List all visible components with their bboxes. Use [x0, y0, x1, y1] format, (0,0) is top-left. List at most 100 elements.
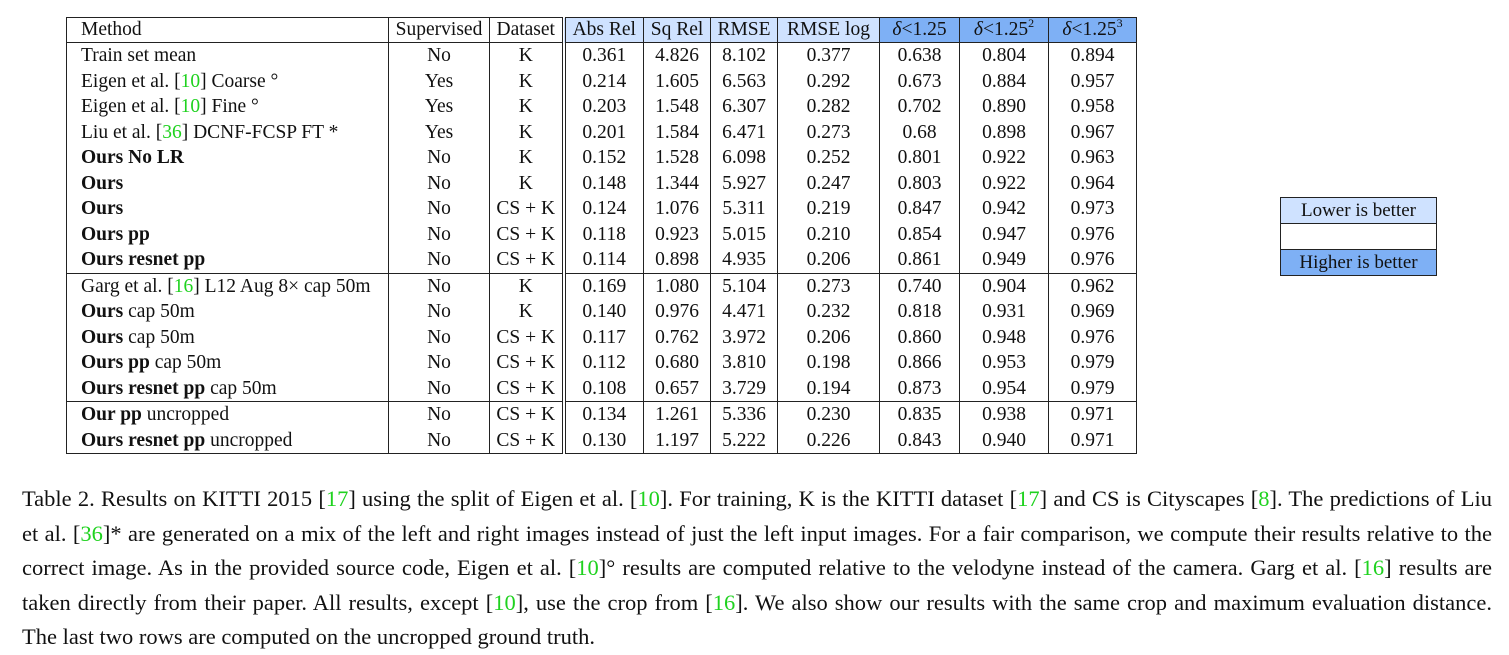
- d3-cell: 0.971: [1048, 427, 1137, 454]
- legend-higher-is-better: Higher is better: [1281, 250, 1436, 275]
- citation-link[interactable]: 8: [1258, 486, 1270, 511]
- supervised-cell: No: [388, 350, 490, 376]
- dataset-cell: CS + K: [489, 324, 564, 350]
- supervised-cell: No: [388, 324, 490, 350]
- rmse-log-cell: 0.198: [777, 350, 880, 376]
- d2-cell: 0.949: [959, 247, 1049, 273]
- d1-cell: 0.835: [879, 401, 960, 428]
- table-row: Ours pp No CS + K 0.118 0.923 5.015 0.210 0.854…: [66, 221, 1137, 247]
- citation-link[interactable]: 16: [173, 275, 194, 297]
- method-suffix: cap 50m: [123, 326, 195, 348]
- method-cell: Ours pp cap 50m: [66, 350, 389, 376]
- lt-symbol: <: [1071, 19, 1083, 41]
- d1-cell: 0.702: [879, 94, 960, 120]
- dataset-cell: K: [489, 119, 564, 145]
- sq-rel-cell: 1.548: [643, 94, 711, 120]
- method-name: Eigen et al. [: [81, 70, 181, 92]
- supervised-cell: No: [388, 427, 490, 454]
- d3-cell: 0.963: [1048, 145, 1137, 171]
- rmse-cell: 5.015: [710, 221, 778, 247]
- table-row: Ours No CS + K 0.124 1.076 5.311 0.219 0.847 0.9…: [66, 196, 1137, 222]
- dataset-cell: K: [489, 68, 564, 94]
- method-name-bold: Ours: [81, 172, 124, 194]
- abs-rel-cell: 0.112: [561, 350, 644, 376]
- sq-rel-cell: 0.976: [643, 299, 711, 325]
- rmse-cell: 6.098: [710, 145, 778, 171]
- d3-cell: 0.973: [1048, 196, 1137, 222]
- supervised-cell: No: [388, 170, 490, 196]
- d2-cell: 0.947: [959, 221, 1049, 247]
- abs-rel-cell: 0.152: [561, 145, 644, 171]
- supervised-cell: No: [388, 145, 490, 171]
- header-delta1: δ<1.25: [879, 17, 960, 43]
- d1-cell: 0.861: [879, 247, 960, 273]
- rmse-log-cell: 0.226: [777, 427, 880, 454]
- d2-cell: 0.884: [959, 68, 1049, 94]
- dataset-cell: K: [489, 299, 564, 325]
- citation-link[interactable]: 17: [1017, 486, 1040, 511]
- delta-symbol: δ: [1062, 19, 1072, 41]
- rmse-cell: 4.935: [710, 247, 778, 273]
- d3-cell: 0.971: [1048, 401, 1137, 428]
- citation-link[interactable]: 10: [180, 70, 201, 92]
- citation-link[interactable]: 10: [493, 589, 516, 615]
- rmse-log-cell: 0.206: [777, 324, 880, 350]
- citation-link[interactable]: 17: [325, 486, 349, 511]
- caption-text: ] results are taken directly from their …: [22, 555, 1492, 615]
- d1-cell: 0.638: [879, 42, 960, 69]
- citation-link[interactable]: 10: [576, 555, 599, 580]
- abs-rel-cell: 0.203: [561, 94, 644, 120]
- method-suffix: ] L12 Aug 8× cap 50m: [193, 275, 371, 297]
- d2-cell: 0.804: [959, 42, 1049, 69]
- citation-link[interactable]: 10: [637, 486, 660, 511]
- method-cell: Liu et al. [36] DCNF-FCSP FT *: [66, 119, 389, 145]
- sq-rel-cell: 1.605: [643, 68, 711, 94]
- rmse-log-cell: 0.292: [777, 68, 880, 94]
- rmse-log-cell: 0.219: [777, 196, 880, 222]
- delta-symbol: δ: [973, 19, 983, 41]
- table-row: Our pp uncropped No CS + K 0.134 1.261 5.336 0…: [66, 401, 1137, 428]
- header-abs-rel: Abs Rel: [561, 17, 644, 43]
- d1-cell: 0.740: [879, 272, 960, 299]
- table-row: Train set mean No K 0.361 4.826 8.102 0.377 0.6…: [66, 42, 1137, 69]
- dataset-cell: CS + K: [489, 350, 564, 376]
- dataset-cell: K: [489, 145, 564, 171]
- citation-link[interactable]: 36: [162, 121, 182, 143]
- citation-link[interactable]: 16: [712, 589, 736, 615]
- d3-cell: 0.967: [1048, 119, 1137, 145]
- method-cell: Eigen et al. [10] Coarse °: [66, 68, 389, 94]
- supervised-cell: No: [388, 221, 490, 247]
- sq-rel-cell: 1.080: [643, 272, 711, 299]
- d2-cell: 0.953: [959, 350, 1049, 376]
- abs-rel-cell: 0.169: [561, 272, 644, 299]
- method-cell: Eigen et al. [10] Fine °: [66, 94, 389, 120]
- citation-link[interactable]: 16: [1361, 555, 1385, 580]
- rmse-log-cell: 0.282: [777, 94, 880, 120]
- method-name-bold: Ours pp: [81, 352, 150, 373]
- table-row: Ours cap 50m No CS + K 0.117 0.762 3.972 0.206…: [66, 324, 1137, 350]
- d2-cell: 0.938: [959, 401, 1049, 428]
- rmse-cell: 6.563: [710, 68, 778, 94]
- citation-link[interactable]: 36: [80, 520, 103, 546]
- d1-cell: 0.860: [879, 324, 960, 350]
- d3-cell: 0.958: [1048, 94, 1137, 120]
- d3-cell: 0.894: [1048, 42, 1137, 69]
- caption-text: ], use the crop from [: [515, 589, 713, 615]
- caption-text: ]. The predictions of Liu et al. [: [22, 486, 1492, 546]
- method-cell: Ours resnet pp cap 50m: [66, 375, 389, 402]
- d3-cell: 0.979: [1048, 350, 1137, 376]
- method-name-bold: Ours pp: [81, 223, 150, 245]
- supervised-cell: Yes: [388, 94, 490, 120]
- dataset-cell: CS + K: [489, 196, 564, 222]
- citation-link[interactable]: 10: [180, 96, 201, 117]
- table-row: Ours resnet pp uncropped No CS + K 0.130 1.1…: [66, 427, 1137, 454]
- method-cell: Ours: [66, 170, 389, 196]
- abs-rel-cell: 0.148: [561, 170, 644, 196]
- dataset-cell: CS + K: [489, 247, 564, 273]
- rmse-log-cell: 0.273: [777, 119, 880, 145]
- rmse-cell: 3.810: [710, 350, 778, 376]
- method-cell: Ours cap 50m: [66, 324, 389, 350]
- rmse-log-cell: 0.247: [777, 170, 880, 196]
- header-dataset: Dataset: [489, 17, 564, 43]
- method-suffix: uncropped: [141, 404, 230, 425]
